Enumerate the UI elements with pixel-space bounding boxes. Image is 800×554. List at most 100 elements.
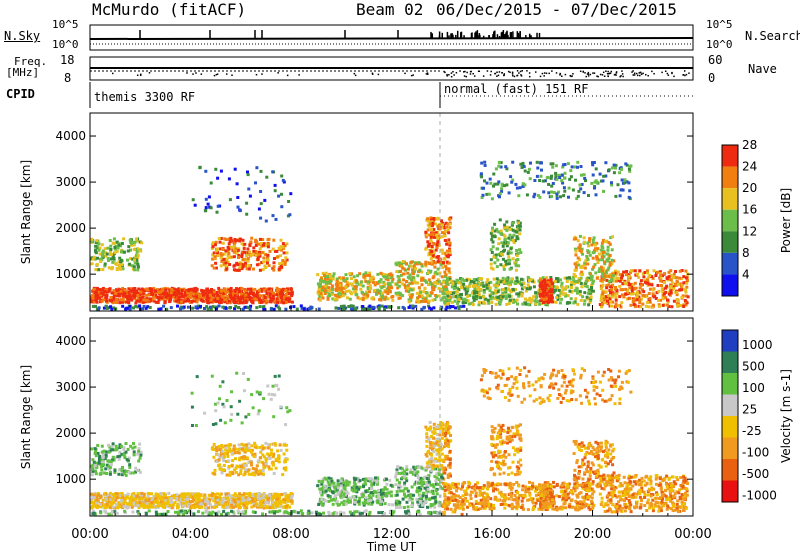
power-cell	[180, 306, 184, 310]
velocity-cell	[150, 492, 153, 496]
power-cell	[561, 181, 565, 185]
velocity-cell	[157, 504, 161, 508]
power-cell	[545, 283, 549, 287]
power-cell	[270, 298, 274, 302]
power-cell	[246, 247, 250, 251]
nave-point	[592, 72, 594, 74]
power-cell	[659, 273, 663, 277]
power-cell	[497, 282, 501, 286]
power-cell	[492, 277, 496, 281]
power-cell	[386, 297, 390, 301]
power-cell	[368, 271, 372, 275]
power-cell	[101, 249, 105, 253]
power-cell	[489, 262, 493, 266]
power-cell	[281, 261, 285, 265]
power-cell	[232, 300, 236, 304]
nave-point	[455, 71, 458, 74]
power-cell	[446, 302, 450, 305]
power-cell	[550, 290, 554, 293]
power-cell	[136, 256, 140, 260]
power-cell	[117, 292, 121, 296]
power-cell	[122, 250, 126, 254]
power-cell	[350, 282, 354, 286]
power-cell	[209, 298, 213, 302]
power-cell	[496, 279, 500, 283]
power-cell	[204, 208, 208, 212]
velocity-cell	[114, 498, 118, 502]
power-cell	[676, 298, 680, 302]
power-cell	[508, 298, 512, 302]
power-cell	[95, 244, 99, 248]
power-cell	[219, 301, 223, 304]
velocity-cell	[207, 506, 211, 510]
power-cell	[466, 287, 470, 291]
power-cell	[279, 245, 283, 249]
power-cell	[111, 255, 115, 259]
power-cell	[601, 271, 605, 275]
power-cell	[254, 254, 258, 258]
power-cell	[591, 163, 595, 167]
velocity-cell	[144, 505, 148, 509]
power-cell	[468, 278, 472, 282]
power-cell	[573, 268, 577, 272]
power-cell	[224, 306, 228, 310]
velocity-cell	[238, 492, 242, 496]
power-cell	[518, 291, 522, 295]
freq-tick-high: 18	[60, 53, 75, 67]
power-cell	[513, 229, 517, 233]
power-cell	[593, 186, 596, 190]
power-cell	[495, 281, 499, 285]
power-cell	[324, 271, 328, 275]
power-cell	[118, 298, 122, 302]
power-cell	[609, 291, 612, 295]
power-cell	[555, 296, 559, 299]
power-cell	[380, 291, 384, 295]
power-cell	[96, 246, 100, 250]
power-cell	[583, 284, 587, 288]
power-cell	[198, 166, 202, 170]
power-cell	[186, 297, 190, 301]
power-cell	[219, 256, 223, 260]
power-cell	[457, 298, 461, 302]
power-cell	[678, 269, 682, 273]
nsky-panel-frame	[89, 24, 694, 51]
power-cell	[453, 295, 457, 299]
power-cell	[658, 270, 662, 274]
power-cell	[508, 227, 512, 231]
power-cell	[446, 292, 450, 296]
power-cell	[557, 288, 561, 292]
power-cell	[333, 297, 337, 301]
power-cell	[419, 290, 423, 294]
power-cell	[278, 299, 282, 303]
power-cell	[578, 290, 582, 293]
power-cell	[175, 288, 179, 292]
power-cell	[498, 295, 502, 298]
power-cell	[572, 275, 576, 279]
power-cell	[429, 291, 433, 295]
power-cell	[597, 252, 601, 256]
power-cell	[103, 251, 107, 255]
power-cell	[128, 238, 132, 242]
velocity-cell	[203, 493, 207, 497]
power-cell	[239, 262, 242, 266]
power-cell	[163, 301, 167, 305]
power-cell	[401, 266, 405, 270]
power-cell	[498, 301, 502, 305]
power-cell	[341, 294, 345, 298]
power-cell	[142, 298, 146, 302]
power-cell	[253, 295, 257, 299]
power-cell	[184, 290, 188, 294]
power-cell	[288, 213, 292, 217]
power-cell	[497, 242, 501, 246]
velocity-cell	[152, 503, 156, 507]
power-cell	[532, 285, 536, 289]
power-cell	[242, 296, 246, 300]
power-cell	[423, 279, 427, 283]
velocity-cell	[235, 496, 239, 500]
power-cell	[588, 253, 592, 257]
nave-point	[631, 71, 633, 73]
power-cell	[326, 275, 329, 279]
power-cell	[262, 305, 265, 309]
power-cell	[443, 251, 447, 255]
power-cell	[101, 286, 105, 290]
